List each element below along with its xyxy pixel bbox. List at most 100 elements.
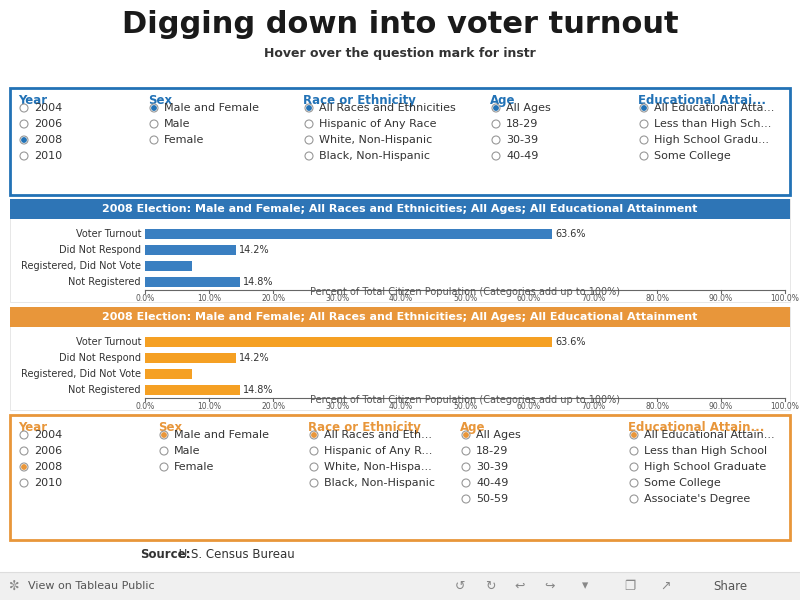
Text: ↺: ↺ bbox=[454, 580, 466, 593]
Text: Source:: Source: bbox=[140, 547, 190, 560]
Text: 90.0%: 90.0% bbox=[709, 402, 733, 411]
Text: 70.0%: 70.0% bbox=[581, 294, 605, 303]
Text: 2006: 2006 bbox=[34, 446, 62, 456]
Text: 2008 Election: Male and Female; All Races and Ethnicities; All Ages; All Educati: 2008 Election: Male and Female; All Race… bbox=[102, 312, 698, 322]
Text: Race or Ethnicity: Race or Ethnicity bbox=[308, 421, 421, 434]
Circle shape bbox=[305, 136, 313, 144]
Text: Less than High Sch...: Less than High Sch... bbox=[654, 119, 771, 129]
Circle shape bbox=[150, 136, 158, 144]
Text: Age: Age bbox=[490, 94, 515, 107]
Bar bbox=[10, 415, 790, 540]
Circle shape bbox=[160, 447, 168, 455]
Circle shape bbox=[312, 433, 316, 437]
Circle shape bbox=[630, 495, 638, 503]
Text: 14.8%: 14.8% bbox=[242, 277, 274, 287]
Text: Female: Female bbox=[164, 135, 204, 145]
Bar bbox=[0, 572, 800, 600]
Circle shape bbox=[492, 136, 500, 144]
Bar bbox=[10, 307, 790, 410]
Text: ↩: ↩ bbox=[514, 580, 526, 593]
Circle shape bbox=[20, 120, 28, 128]
Text: Voter Turnout: Voter Turnout bbox=[75, 337, 141, 347]
Text: 2010: 2010 bbox=[34, 151, 62, 161]
Text: Hispanic of Any R...: Hispanic of Any R... bbox=[324, 446, 432, 456]
Text: ✼: ✼ bbox=[9, 580, 19, 593]
Bar bbox=[10, 199, 790, 302]
Text: White, Non-Hispanic: White, Non-Hispanic bbox=[319, 135, 432, 145]
Text: 40-49: 40-49 bbox=[476, 478, 508, 488]
Circle shape bbox=[20, 447, 28, 455]
Text: ❐: ❐ bbox=[624, 580, 636, 593]
Text: 30.0%: 30.0% bbox=[325, 294, 349, 303]
Circle shape bbox=[305, 152, 313, 160]
Bar bbox=[145, 353, 236, 363]
Bar bbox=[145, 261, 192, 271]
Text: 60.0%: 60.0% bbox=[517, 402, 541, 411]
Text: Percent of Total Citizen Population (Categories add up to 100%): Percent of Total Citizen Population (Cat… bbox=[310, 287, 620, 297]
Text: ↗: ↗ bbox=[660, 580, 670, 593]
Text: Did Not Respond: Did Not Respond bbox=[59, 245, 141, 255]
Circle shape bbox=[20, 431, 28, 439]
Text: Educational Attai...: Educational Attai... bbox=[638, 94, 766, 107]
Text: Male and Female: Male and Female bbox=[174, 430, 269, 440]
Text: 30-39: 30-39 bbox=[506, 135, 538, 145]
Circle shape bbox=[307, 106, 311, 110]
Text: 2006: 2006 bbox=[34, 119, 62, 129]
Bar bbox=[145, 245, 236, 255]
Text: Black, Non-Hispanic: Black, Non-Hispanic bbox=[324, 478, 435, 488]
Circle shape bbox=[640, 120, 648, 128]
Text: Black, Non-Hispanic: Black, Non-Hispanic bbox=[319, 151, 430, 161]
Text: All Educational Attain...: All Educational Attain... bbox=[644, 430, 774, 440]
Circle shape bbox=[310, 479, 318, 487]
Text: Male and Female: Male and Female bbox=[164, 103, 259, 113]
Circle shape bbox=[20, 463, 28, 471]
Text: 2004: 2004 bbox=[34, 103, 62, 113]
Text: Year: Year bbox=[18, 94, 47, 107]
Text: Educational Attain...: Educational Attain... bbox=[628, 421, 764, 434]
Circle shape bbox=[305, 120, 313, 128]
Text: 80.0%: 80.0% bbox=[645, 402, 669, 411]
Bar bbox=[10, 199, 790, 219]
Circle shape bbox=[162, 433, 166, 437]
Text: 20.0%: 20.0% bbox=[261, 402, 285, 411]
Text: View on Tableau Public: View on Tableau Public bbox=[28, 581, 154, 591]
Text: 50.0%: 50.0% bbox=[453, 402, 477, 411]
Text: White, Non-Hispa...: White, Non-Hispa... bbox=[324, 462, 432, 472]
Circle shape bbox=[492, 104, 500, 112]
Text: 50-59: 50-59 bbox=[476, 494, 508, 504]
Text: All Educational Atta...: All Educational Atta... bbox=[654, 103, 774, 113]
Circle shape bbox=[20, 152, 28, 160]
Text: 14.2%: 14.2% bbox=[239, 353, 270, 363]
Text: Hover over the question mark for instr: Hover over the question mark for instr bbox=[264, 47, 536, 60]
Text: All Races and Eth...: All Races and Eth... bbox=[324, 430, 432, 440]
Text: 40.0%: 40.0% bbox=[389, 402, 413, 411]
Text: 18-29: 18-29 bbox=[476, 446, 508, 456]
Circle shape bbox=[462, 463, 470, 471]
Circle shape bbox=[305, 104, 313, 112]
Circle shape bbox=[150, 120, 158, 128]
Text: Hispanic of Any Race: Hispanic of Any Race bbox=[319, 119, 437, 129]
Text: 0.0%: 0.0% bbox=[135, 294, 154, 303]
Circle shape bbox=[462, 431, 470, 439]
Text: Race or Ethnicity: Race or Ethnicity bbox=[303, 94, 416, 107]
Text: ↪: ↪ bbox=[545, 580, 555, 593]
Text: Male: Male bbox=[174, 446, 201, 456]
Text: 60.0%: 60.0% bbox=[517, 294, 541, 303]
Circle shape bbox=[160, 431, 168, 439]
Text: 100.0%: 100.0% bbox=[770, 294, 799, 303]
Circle shape bbox=[630, 463, 638, 471]
Text: Male: Male bbox=[164, 119, 190, 129]
Text: ▾: ▾ bbox=[582, 580, 588, 593]
Text: 80.0%: 80.0% bbox=[645, 294, 669, 303]
Circle shape bbox=[492, 152, 500, 160]
Circle shape bbox=[150, 104, 158, 112]
Text: 14.2%: 14.2% bbox=[239, 245, 270, 255]
Text: High School Graduate: High School Graduate bbox=[644, 462, 766, 472]
Circle shape bbox=[20, 136, 28, 144]
Text: Digging down into voter turnout: Digging down into voter turnout bbox=[122, 10, 678, 39]
Circle shape bbox=[462, 447, 470, 455]
Circle shape bbox=[630, 431, 638, 439]
Text: 50.0%: 50.0% bbox=[453, 294, 477, 303]
Text: Sex: Sex bbox=[158, 421, 182, 434]
Circle shape bbox=[492, 120, 500, 128]
